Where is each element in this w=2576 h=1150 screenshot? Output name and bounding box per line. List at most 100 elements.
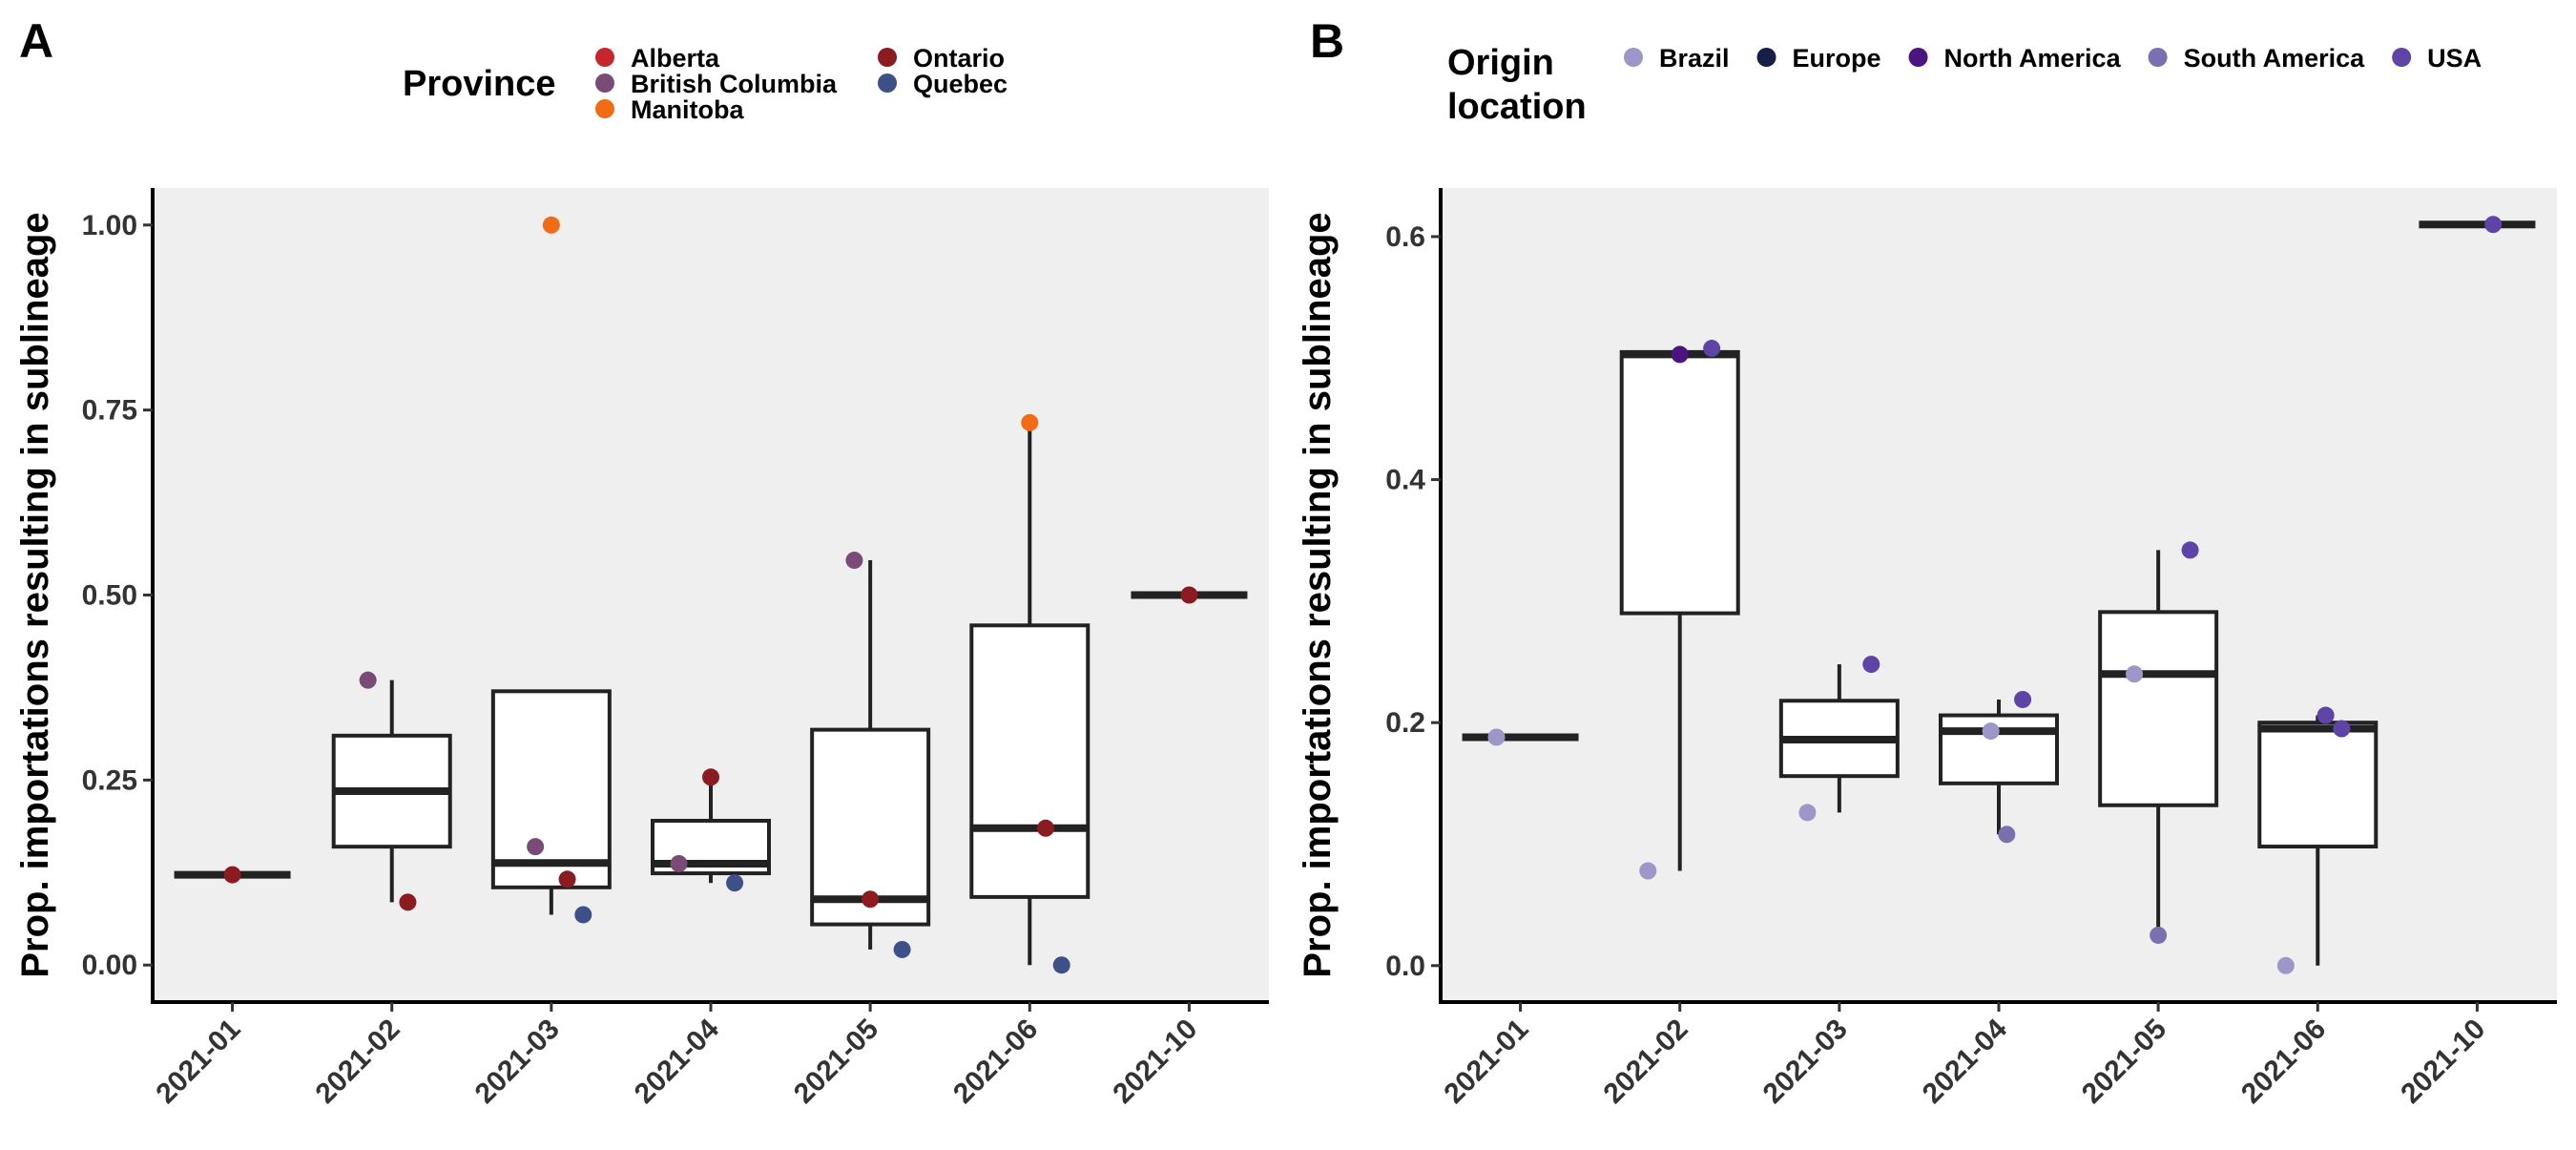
data-point xyxy=(1021,413,1039,431)
y-tick-label: 1.00 xyxy=(82,210,137,241)
data-point xyxy=(862,890,880,909)
x-tick-label: 2021-05 xyxy=(2076,1014,2172,1110)
x-tick-label: 2021-04 xyxy=(629,1013,725,1109)
legend-label: British Columbia xyxy=(631,70,838,98)
legend-swatch xyxy=(595,48,614,67)
legend-item: Manitoba xyxy=(595,95,744,124)
legend-label: South America xyxy=(2184,44,2366,73)
data-point xyxy=(1180,586,1198,604)
data-point xyxy=(2333,720,2351,738)
x-tick-label: 2021-06 xyxy=(2235,1014,2332,1110)
x-tick-label: 2021-10 xyxy=(2395,1014,2491,1110)
data-point xyxy=(893,940,911,958)
data-point xyxy=(1487,728,1506,746)
legend-label: Europe xyxy=(1793,44,1881,73)
data-point xyxy=(1703,340,1721,358)
data-point xyxy=(726,874,744,892)
legend-item: Brazil xyxy=(1624,44,1730,73)
legend-swatch xyxy=(595,99,614,118)
data-point xyxy=(1037,819,1054,837)
legend-item: Quebec xyxy=(878,70,1008,98)
y-axis-title: Prop. importations resulting in sublinea… xyxy=(14,212,56,977)
data-point xyxy=(2316,706,2335,724)
plot-background xyxy=(1441,188,2557,1002)
y-tick-label: 0.75 xyxy=(82,395,137,427)
y-tick-label: 0.25 xyxy=(82,764,137,796)
legend-swatch xyxy=(595,73,614,93)
x-tick-label: 2021-01 xyxy=(150,1014,246,1110)
legend-swatch xyxy=(2148,48,2168,67)
data-point xyxy=(2126,665,2144,683)
legend-label: Ontario xyxy=(913,44,1005,73)
legend-item: North America xyxy=(1908,44,2122,73)
legend-label: North America xyxy=(1944,44,2122,73)
box xyxy=(2098,610,2219,807)
y-tick-label: 0.0 xyxy=(1385,951,1425,982)
legend-title-line: Origin xyxy=(1447,43,1554,83)
data-point xyxy=(542,216,560,234)
panel-a: A 0.00 0.25 0.50 0.75 1.00 2021-01 2021-02 2021… xyxy=(14,14,1269,1110)
y-tick-label: 0.00 xyxy=(82,950,137,981)
data-point xyxy=(1998,826,2016,844)
y-tick-label: 0.2 xyxy=(1385,707,1425,739)
panel-letter-b: B xyxy=(1310,14,1344,68)
data-point xyxy=(1639,862,1657,880)
data-point xyxy=(558,870,576,889)
y-tick-label: 0.50 xyxy=(82,580,137,612)
x-tick-label: 2021-05 xyxy=(788,1014,884,1110)
box xyxy=(1619,349,1740,616)
x-tick-label: 2021-01 xyxy=(1438,1014,1534,1110)
data-point xyxy=(845,552,863,570)
y-tick-label: 0.6 xyxy=(1385,221,1425,253)
x-tick-label: 2021-02 xyxy=(1597,1014,1693,1110)
legend-label: USA xyxy=(2427,44,2482,73)
box xyxy=(1939,713,2059,785)
data-point xyxy=(1052,956,1070,974)
box xyxy=(490,689,612,889)
x-tick-label: 2021-10 xyxy=(1107,1014,1203,1110)
legend-swatch xyxy=(1756,48,1776,67)
data-point xyxy=(1982,722,2000,741)
legend-label: Alberta xyxy=(631,44,720,73)
data-point xyxy=(2181,541,2199,559)
data-point xyxy=(223,866,241,884)
y-axis-title: Prop. importations resulting in sublinea… xyxy=(1297,212,1339,977)
legend-item: Ontario xyxy=(878,44,1005,73)
legend-swatch xyxy=(878,73,897,93)
box xyxy=(2257,721,2379,849)
legend-label: Brazil xyxy=(1659,44,1730,73)
x-tick-label: 2021-03 xyxy=(469,1014,566,1110)
legend-swatch xyxy=(2392,48,2412,67)
data-point xyxy=(1671,345,1689,364)
data-point xyxy=(2276,956,2295,974)
legend-swatch xyxy=(1908,48,1928,67)
legend-item: British Columbia xyxy=(595,70,838,98)
x-tick-label: 2021-04 xyxy=(1917,1013,2013,1109)
data-point xyxy=(574,906,592,924)
data-point xyxy=(702,768,719,786)
legend-item: South America xyxy=(2148,44,2366,73)
data-point xyxy=(2150,926,2168,944)
box xyxy=(969,623,1091,899)
data-point xyxy=(1798,804,1817,822)
legend-title: Province xyxy=(403,64,556,104)
panel-letter-a: A xyxy=(19,14,53,68)
panel-b: B 0.0 0.2 0.4 0.6 2021-01 2021-02 2021-03 2021-… xyxy=(1297,14,2557,1110)
data-point xyxy=(2484,216,2503,234)
data-point xyxy=(527,838,545,856)
legend-swatch xyxy=(878,48,897,67)
data-point xyxy=(2014,690,2032,708)
x-tick-label: 2021-03 xyxy=(1757,1014,1854,1110)
data-point xyxy=(399,893,417,911)
x-tick-label: 2021-06 xyxy=(947,1014,1044,1110)
legend-title-line: location xyxy=(1447,87,1587,127)
legend-item: USA xyxy=(2392,44,2482,73)
legend-title: Origin location xyxy=(1447,43,1587,127)
legend-item: Europe xyxy=(1756,44,1881,73)
legend-label: Manitoba xyxy=(631,95,744,124)
data-point xyxy=(359,671,377,689)
y-tick-label: 0.4 xyxy=(1385,465,1425,496)
legend-swatch xyxy=(1624,48,1643,67)
